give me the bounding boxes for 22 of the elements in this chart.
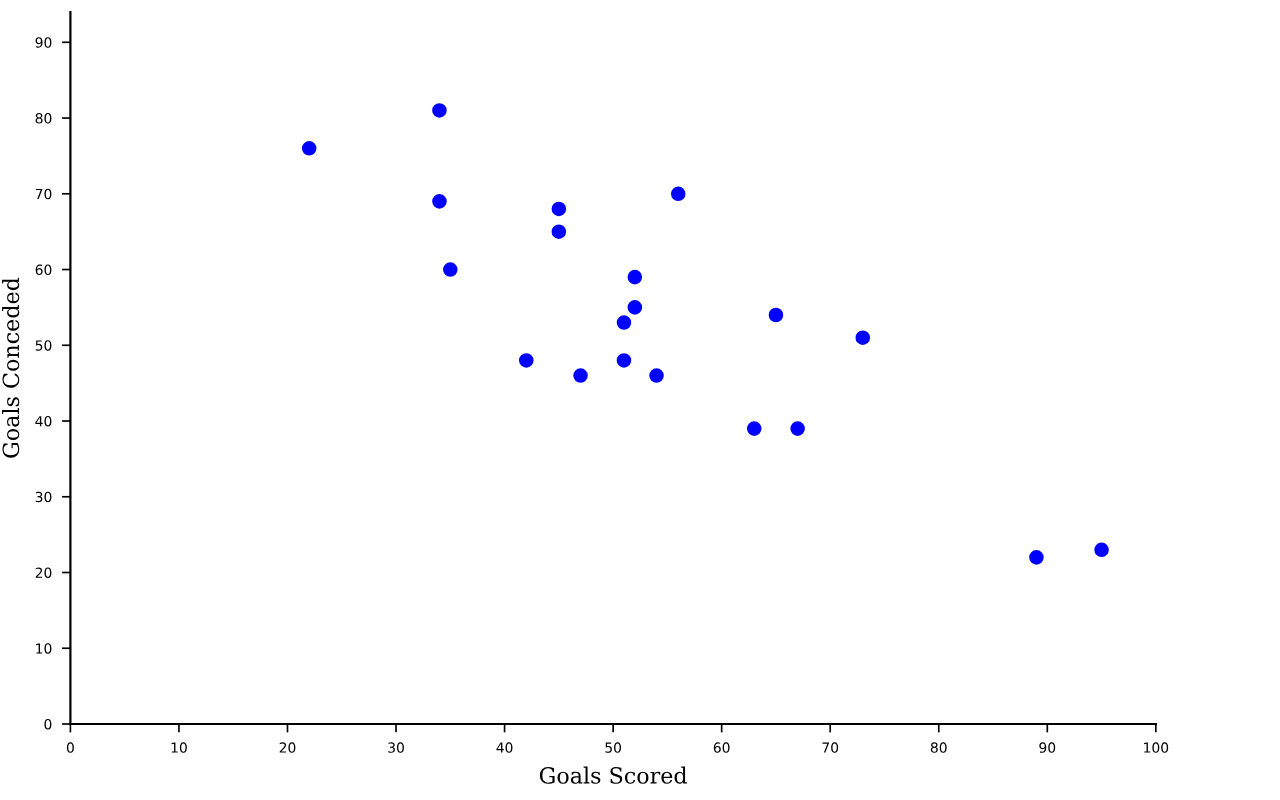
point [746,421,762,436]
point [1094,542,1109,558]
point [519,353,534,368]
point [649,368,664,383]
point [790,421,805,436]
point [551,201,567,217]
point [627,269,643,285]
y-axis-title: Goals Conceded [2,277,20,458]
point [670,186,686,202]
point [1029,550,1044,565]
x-axis-title: Goals Scored [539,766,687,784]
point [432,103,447,118]
point [627,300,643,315]
point [432,194,447,209]
point [301,141,317,156]
point [551,224,567,239]
point [573,368,588,383]
point [768,307,784,323]
point [443,262,458,277]
point [855,330,871,345]
point [616,353,632,368]
point [616,315,632,330]
